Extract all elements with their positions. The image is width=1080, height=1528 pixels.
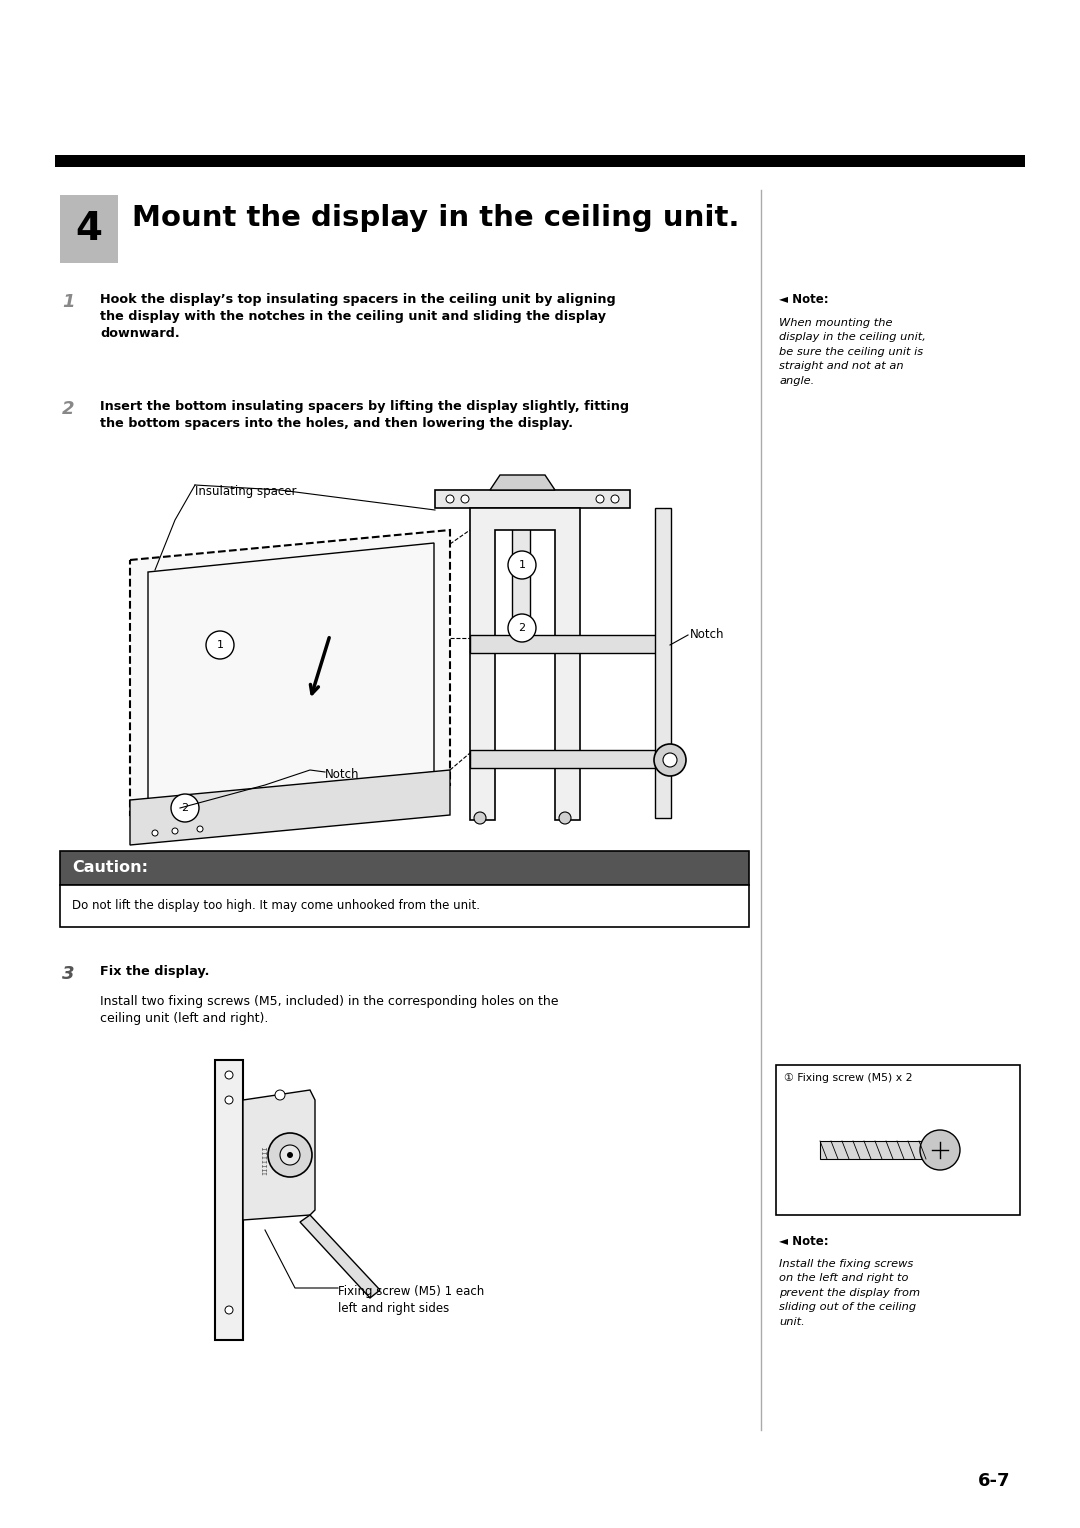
Text: IIIIIII: IIIIIII	[262, 1144, 268, 1175]
Text: 2: 2	[62, 400, 75, 419]
Text: Caution:: Caution:	[72, 860, 148, 876]
Bar	[512, 507, 530, 648]
Text: 6-7: 6-7	[977, 1471, 1010, 1490]
Circle shape	[225, 1071, 233, 1079]
Bar	[60, 196, 118, 263]
Bar	[60, 885, 750, 927]
Circle shape	[275, 1089, 285, 1100]
Text: 2: 2	[518, 623, 526, 633]
Polygon shape	[243, 1089, 315, 1219]
Circle shape	[596, 495, 604, 503]
Circle shape	[287, 1152, 293, 1158]
Circle shape	[172, 828, 178, 834]
Text: 1: 1	[62, 293, 75, 312]
Bar	[55, 154, 1025, 167]
Circle shape	[152, 830, 158, 836]
Circle shape	[225, 1306, 233, 1314]
Bar	[654, 507, 671, 817]
Text: 2: 2	[181, 804, 189, 813]
Circle shape	[508, 552, 536, 579]
Bar	[820, 1141, 940, 1160]
Bar	[60, 851, 750, 885]
Text: ① Fixing screw (M5) x 2: ① Fixing screw (M5) x 2	[784, 1073, 913, 1083]
Text: Notch: Notch	[325, 769, 360, 781]
Text: Do not lift the display too high. It may come unhooked from the unit.: Do not lift the display too high. It may…	[72, 900, 480, 912]
Circle shape	[280, 1144, 300, 1164]
Circle shape	[474, 811, 486, 824]
Circle shape	[268, 1132, 312, 1177]
Text: Install two fixing screws (M5, included) in the corresponding holes on the
ceili: Install two fixing screws (M5, included)…	[100, 995, 558, 1025]
Circle shape	[663, 753, 677, 767]
Text: Install the fixing screws
on the left and right to
prevent the display from
slid: Install the fixing screws on the left an…	[780, 1259, 920, 1326]
Text: 1: 1	[216, 640, 224, 649]
Circle shape	[461, 495, 469, 503]
Text: Insulating spacer: Insulating spacer	[195, 484, 297, 498]
Polygon shape	[435, 490, 630, 507]
Text: Notch: Notch	[690, 628, 725, 642]
Text: Insert the bottom insulating spacers by lifting the display slightly, fitting
th: Insert the bottom insulating spacers by …	[100, 400, 630, 429]
Circle shape	[654, 744, 686, 776]
Polygon shape	[300, 1215, 380, 1297]
Polygon shape	[490, 475, 555, 490]
Circle shape	[508, 614, 536, 642]
Circle shape	[197, 827, 203, 833]
Text: Fixing screw (M5) 1 each
left and right sides: Fixing screw (M5) 1 each left and right …	[338, 1285, 484, 1316]
Text: When mounting the
display in the ceiling unit,
be sure the ceiling unit is
strai: When mounting the display in the ceiling…	[780, 318, 927, 385]
Polygon shape	[130, 770, 450, 845]
Circle shape	[920, 1131, 960, 1170]
Circle shape	[446, 495, 454, 503]
Bar	[470, 636, 670, 652]
Text: Fix the display.: Fix the display.	[100, 966, 210, 978]
Circle shape	[559, 811, 571, 824]
Circle shape	[206, 631, 234, 659]
Bar	[215, 1060, 243, 1340]
Bar	[777, 1065, 1020, 1215]
Text: ◄ Note:: ◄ Note:	[780, 1235, 829, 1248]
Text: 1: 1	[518, 559, 526, 570]
Text: 3: 3	[62, 966, 75, 983]
Polygon shape	[130, 530, 450, 814]
Circle shape	[171, 795, 199, 822]
Circle shape	[225, 1096, 233, 1105]
Text: ◄ Note:: ◄ Note:	[780, 293, 829, 306]
Text: Hook the display’s top insulating spacers in the ceiling unit by aligning
the di: Hook the display’s top insulating spacer…	[100, 293, 616, 341]
Text: Mount the display in the ceiling unit.: Mount the display in the ceiling unit.	[132, 205, 740, 232]
Circle shape	[611, 495, 619, 503]
Polygon shape	[470, 507, 580, 821]
Text: 4: 4	[76, 209, 103, 248]
Bar	[470, 750, 670, 769]
